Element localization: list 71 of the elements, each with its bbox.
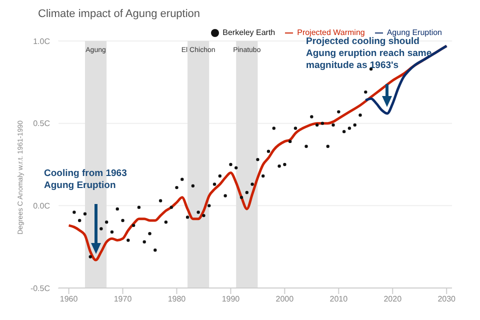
point — [72, 210, 76, 214]
point — [154, 248, 157, 252]
point — [358, 114, 362, 117]
point — [266, 150, 270, 153]
point — [283, 162, 286, 166]
point — [218, 174, 222, 178]
point — [148, 232, 152, 236]
point — [116, 207, 119, 211]
point — [164, 220, 168, 224]
y-tick-label: -0.5C — [30, 284, 50, 293]
point — [88, 255, 92, 258]
point — [104, 220, 108, 224]
point — [288, 140, 292, 144]
point — [304, 144, 308, 148]
point — [158, 199, 162, 202]
x-tick-label: 2030 — [438, 294, 456, 304]
point — [320, 122, 324, 125]
point — [353, 123, 356, 127]
point — [332, 123, 335, 127]
point — [83, 212, 87, 216]
point — [294, 126, 298, 130]
point — [229, 162, 232, 166]
point — [202, 214, 206, 218]
x-tick-label: 2020 — [384, 294, 402, 304]
x-tick-label: 1970 — [114, 294, 132, 304]
point — [78, 218, 82, 222]
point — [315, 123, 319, 127]
point — [326, 144, 330, 148]
point — [170, 206, 173, 209]
point — [272, 126, 276, 130]
x-tick-label: 1960 — [60, 294, 78, 304]
x-tick-label: 1980 — [168, 294, 186, 304]
point — [126, 238, 130, 242]
point — [110, 230, 114, 234]
point — [240, 196, 244, 200]
y-tick-label: 0.5C — [33, 119, 50, 128]
point — [278, 164, 281, 168]
point — [137, 206, 141, 209]
annotation: Projected cooling should Agung eruption reach same magnitude as 1963's — [306, 36, 432, 72]
point — [261, 174, 265, 178]
point — [364, 90, 368, 94]
legend-label: Agung Eruption — [386, 28, 442, 37]
point — [256, 158, 260, 162]
x-tick-label: 2010 — [330, 294, 348, 304]
point — [234, 166, 238, 170]
point — [342, 130, 346, 134]
point — [250, 182, 254, 186]
point — [191, 184, 195, 188]
point — [175, 186, 178, 190]
point — [142, 240, 146, 244]
point — [196, 210, 200, 214]
point — [100, 227, 103, 230]
legend-label: Projected Warming — [297, 28, 365, 37]
point — [212, 182, 216, 186]
x-tick-label: 1990 — [222, 294, 240, 304]
point — [132, 224, 136, 228]
point — [180, 178, 184, 181]
point — [208, 204, 211, 208]
y-tick-label: 0.0C — [33, 202, 50, 211]
point — [310, 115, 314, 118]
point — [348, 126, 352, 130]
point — [121, 218, 124, 222]
chart-title: Climate impact of Agung eruption — [37, 8, 202, 22]
point — [186, 216, 190, 219]
x-tick-label: 2000 — [276, 294, 294, 304]
y-tick-label: 1.0C — [33, 36, 50, 46]
point — [245, 190, 249, 194]
point — [337, 110, 340, 114]
legend-label: Berkeley Earth — [222, 28, 276, 37]
point — [224, 194, 227, 198]
annotation: Cooling from 1963 Agung Eruption — [44, 168, 128, 192]
